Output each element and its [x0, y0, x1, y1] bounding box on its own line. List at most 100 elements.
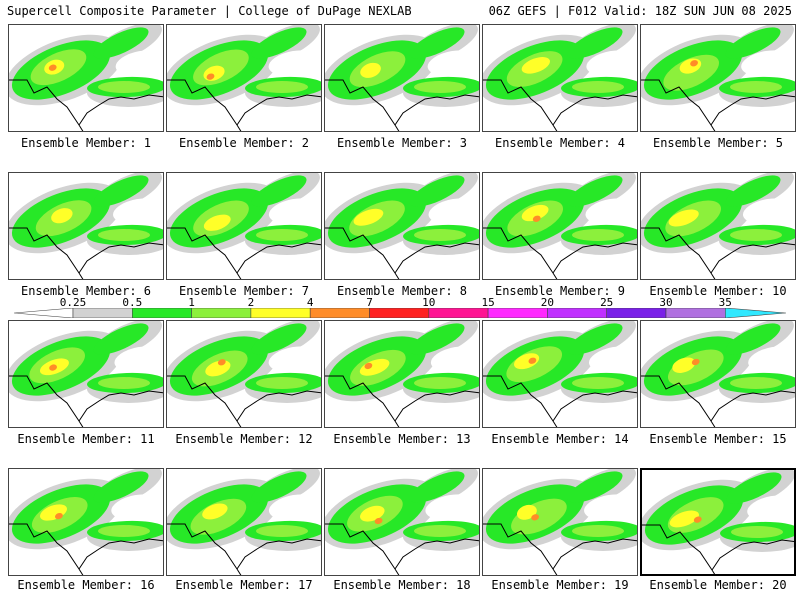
scp-contours — [483, 173, 637, 255]
scp-contours — [483, 25, 637, 107]
legend-tick-label: 25 — [600, 296, 614, 309]
coastline — [641, 79, 795, 131]
coastline — [483, 375, 637, 427]
scp-contours — [483, 469, 637, 551]
coastline — [9, 523, 163, 575]
ensemble-panel[interactable] — [640, 468, 796, 576]
legend-swatch — [250, 308, 311, 318]
coastline — [167, 375, 321, 427]
ensemble-member-label: Ensemble Member: 9 — [494, 284, 626, 298]
legend-swatch — [428, 308, 489, 318]
ensemble-panel[interactable] — [324, 468, 480, 576]
legend-arrow-high — [724, 308, 786, 318]
scp-field-map — [325, 25, 479, 131]
ensemble-panel[interactable] — [640, 172, 796, 280]
legend-tick-label: 0.5 — [122, 296, 143, 309]
ensemble-panel[interactable] — [8, 24, 164, 132]
ensemble-panel[interactable] — [640, 320, 796, 428]
coastline — [641, 227, 795, 279]
scp-contours — [9, 321, 163, 403]
header-valid-time: 06Z GEFS | F012 Valid: 18Z SUN JUN 08 20… — [488, 4, 792, 18]
ensemble-member-label: Ensemble Member: 19 — [491, 578, 629, 592]
scp-contours — [167, 173, 321, 255]
ensemble-panel[interactable] — [482, 172, 638, 280]
legend-swatch — [72, 308, 133, 318]
scp-contours — [641, 173, 795, 255]
ensemble-panel[interactable] — [482, 24, 638, 132]
scp-contours — [641, 25, 795, 107]
legend-tick-label: 0.25 — [59, 296, 87, 309]
scp-field-map — [167, 173, 321, 279]
ensemble-panel[interactable] — [324, 320, 480, 428]
coastline — [642, 524, 794, 574]
ensemble-panel[interactable] — [640, 24, 796, 132]
legend-tick-label: 15 — [481, 296, 495, 309]
coastline — [483, 79, 637, 131]
legend-tick-label: 1 — [188, 296, 195, 309]
color-legend-bar — [14, 308, 786, 318]
scp-field-map — [9, 173, 163, 279]
ensemble-panel[interactable] — [482, 468, 638, 576]
coastline — [325, 523, 479, 575]
coastline — [167, 523, 321, 575]
ensemble-panel[interactable] — [8, 468, 164, 576]
ensemble-member-label: Ensemble Member: 16 — [17, 578, 155, 592]
ensemble-member-label: Ensemble Member: 11 — [17, 432, 155, 446]
scp-contours — [167, 469, 321, 551]
scp-field-map — [483, 469, 637, 575]
ensemble-panel[interactable] — [8, 172, 164, 280]
header-title: Supercell Composite Parameter | College … — [7, 4, 412, 18]
legend-tick-label: 7 — [366, 296, 373, 309]
scp-field-map — [167, 321, 321, 427]
scp-field-map — [325, 321, 479, 427]
legend-tick-label: 20 — [540, 296, 555, 309]
ensemble-member-label: Ensemble Member: 20 — [649, 578, 787, 592]
ensemble-panel[interactable] — [166, 468, 322, 576]
coastline — [9, 227, 163, 279]
legend-swatch — [191, 308, 252, 318]
legend-swatch — [369, 308, 430, 318]
scp-contours — [325, 173, 479, 255]
legend-tick-label: 35 — [718, 296, 732, 309]
legend-arrow-low — [14, 308, 74, 318]
scp-contours — [641, 321, 795, 403]
ensemble-panel[interactable] — [324, 24, 480, 132]
scp-contours — [9, 173, 163, 255]
scp-contours — [325, 469, 479, 551]
scp-contours — [325, 321, 479, 403]
legend-tick-label: 2 — [247, 296, 255, 309]
ensemble-member-label: Ensemble Member: 3 — [336, 136, 468, 150]
scp-contours — [9, 25, 163, 107]
legend-tick-label: 30 — [659, 296, 673, 309]
scp-field-map — [483, 25, 637, 131]
coastline — [325, 375, 479, 427]
legend-swatch — [132, 308, 192, 318]
coastline — [167, 227, 321, 279]
coastline — [483, 523, 637, 575]
ensemble-panel[interactable] — [324, 172, 480, 280]
ensemble-member-label: Ensemble Member: 2 — [178, 136, 310, 150]
scp-field-map — [641, 321, 795, 427]
legend-swatch — [487, 308, 548, 318]
legend-swatch — [665, 308, 726, 318]
ensemble-panel[interactable] — [166, 172, 322, 280]
scp-field-map — [642, 470, 794, 574]
scp-field-map — [167, 25, 321, 131]
scp-contours — [9, 469, 163, 551]
ensemble-member-label: Ensemble Member: 15 — [649, 432, 787, 446]
scp-field-map — [9, 469, 163, 575]
legend-tick-label: 4 — [306, 296, 314, 309]
ensemble-member-label: Ensemble Member: 14 — [491, 432, 629, 446]
ensemble-panel[interactable] — [482, 320, 638, 428]
ensemble-panel[interactable] — [166, 24, 322, 132]
ensemble-member-label: Ensemble Member: 8 — [336, 284, 468, 298]
scp-field-map — [641, 25, 795, 131]
coastline — [9, 79, 163, 131]
ensemble-member-label: Ensemble Member: 13 — [333, 432, 471, 446]
scp-field-map — [325, 469, 479, 575]
ensemble-panel[interactable] — [8, 320, 164, 428]
ensemble-member-label: Ensemble Member: 5 — [652, 136, 784, 150]
scp-field-map — [641, 173, 795, 279]
ensemble-panel[interactable] — [166, 320, 322, 428]
ensemble-member-label: Ensemble Member: 12 — [175, 432, 313, 446]
